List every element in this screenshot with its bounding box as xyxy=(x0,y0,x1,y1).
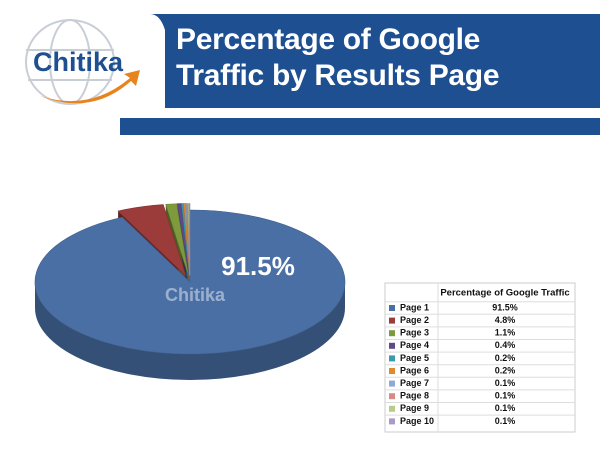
header-stripe xyxy=(120,118,600,135)
legend-title: Percentage of Google Traffic xyxy=(440,288,569,299)
legend-swatch xyxy=(389,418,395,425)
legend-value: 0.1% xyxy=(495,403,516,413)
legend-swatch xyxy=(389,393,395,400)
legend-label: Page 4 xyxy=(400,340,429,350)
legend-value: 4.8% xyxy=(495,315,516,325)
legend-value: 91.5% xyxy=(492,302,518,312)
legend-swatch xyxy=(389,405,395,412)
logo-globe xyxy=(25,19,115,105)
legend-label: Page 5 xyxy=(400,353,429,363)
legend-swatch xyxy=(389,368,395,374)
logo-text: Chitika xyxy=(33,47,124,77)
legend-table: Percentage of Google Traffic Page 1 91.5%… xyxy=(384,282,576,433)
legend-label: Page 8 xyxy=(400,391,429,401)
legend-value: 0.1% xyxy=(495,391,516,401)
legend-swatch xyxy=(389,330,395,337)
legend-swatch xyxy=(389,342,395,349)
data-label: 4.8% xyxy=(126,191,156,206)
legend-label: Page 10 xyxy=(400,416,434,426)
legend-value: 0.4% xyxy=(495,340,516,350)
pie: 91.5% 4.8% xyxy=(34,191,346,380)
slice xyxy=(165,203,189,276)
slice-side xyxy=(35,282,345,380)
slice xyxy=(117,204,187,277)
legend-label: Page 1 xyxy=(400,302,429,312)
data-label: 91.5% xyxy=(221,251,295,281)
legend-value: 0.1% xyxy=(495,378,516,388)
legend-value: 1.1% xyxy=(495,328,516,338)
legend-label: Page 3 xyxy=(400,328,429,338)
legend-swatch xyxy=(389,355,395,362)
legend-value: 0.2% xyxy=(495,353,516,363)
legend-label: Page 9 xyxy=(400,403,429,413)
legend-frame xyxy=(384,282,576,433)
legend-swatch xyxy=(389,317,395,324)
slice xyxy=(188,203,191,276)
slice xyxy=(34,209,346,355)
header-band xyxy=(150,14,600,108)
title: Percentage of Google Traffic by Results … xyxy=(176,23,500,92)
legend-label: Page 6 xyxy=(400,365,429,375)
legend-label: Page 7 xyxy=(400,378,429,388)
legend-value: 0.1% xyxy=(495,416,516,426)
legend-swatch xyxy=(389,380,395,387)
logo-swoosh xyxy=(40,70,140,104)
legend-value: 0.2% xyxy=(495,365,516,375)
legend-swatch xyxy=(389,305,395,311)
watermark: Chitika xyxy=(165,285,226,305)
legend-label: Page 2 xyxy=(400,315,429,325)
